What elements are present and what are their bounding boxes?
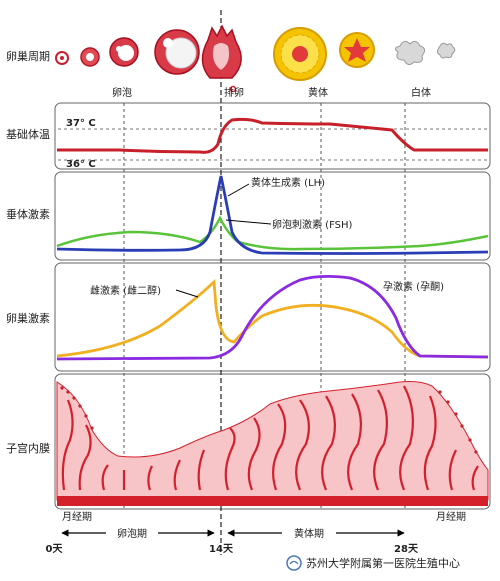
bbt-37-label: 37° C	[66, 118, 96, 129]
endometrium-panel: 月经期 月经期	[56, 381, 489, 523]
follicle-2-icon	[80, 47, 100, 67]
follicle-4-icon	[154, 29, 200, 75]
ovarian-hormones-panel: 雌激素 (雌二醇) 孕激素 (孕酮)	[56, 275, 489, 361]
lh-curve	[56, 175, 489, 255]
estrogen-label: 雌激素 (雌二醇)	[90, 284, 161, 297]
phase-label-luteal: 黄体	[308, 86, 328, 99]
phase-label-follicle: 卵泡	[112, 86, 132, 99]
row-label-bbt: 基础体温	[6, 127, 50, 141]
row-label-ovarian-cycle: 卵巢周期	[6, 50, 50, 63]
endometrium-tissue	[56, 381, 489, 501]
watermark-logo-icon	[286, 555, 302, 571]
row-label-ovarian-hormones: 卵巢激素	[6, 311, 50, 325]
ovulation-follicle-icon	[201, 24, 242, 93]
watermark: 苏州大学附属第一医院生殖中心	[286, 555, 460, 571]
menses-left-label: 月经期	[62, 510, 92, 523]
bbt-panel: 37° C 36° C	[57, 117, 488, 170]
progesterone-curve	[56, 275, 489, 361]
basal-layer	[57, 496, 488, 506]
day-0-label: 0天	[46, 543, 64, 555]
panel-pituitary	[54, 171, 491, 261]
panel-ovarian-hormones	[54, 262, 491, 372]
phase-label-albicans: 白体	[411, 86, 431, 99]
endometrial-glands	[61, 385, 479, 491]
fsh-pointer	[225, 219, 272, 225]
pituitary-panel: 黄体生成素 (LH) 卵泡刺激素 (FSH)	[56, 175, 489, 255]
day-28-label: 28天	[394, 543, 419, 555]
row-label-pituitary: 垂体激素	[6, 207, 50, 221]
follicle-1-icon	[55, 51, 69, 65]
fsh-label: 卵泡刺激素 (FSH)	[272, 218, 353, 231]
lh-pointer	[227, 183, 250, 197]
panel-bbt	[54, 102, 491, 170]
follicle-3-icon	[109, 37, 139, 67]
luteal-phase-label: 黄体期	[294, 527, 324, 540]
estrogen-pointer	[175, 289, 199, 298]
ovarian-cycle-row: 卵泡 排卵 黄体 白体	[55, 24, 456, 99]
day-14-label: 14天	[209, 543, 234, 555]
row-label-endometrium: 子宫内膜	[6, 441, 50, 455]
shedding-dots	[60, 386, 478, 454]
corpus-luteum-large-icon	[273, 27, 327, 81]
progesterone-label: 孕激素 (孕酮)	[383, 280, 444, 293]
phase-label-ovulation: 排卵	[224, 86, 244, 99]
bbt-curve	[57, 117, 488, 154]
bbt-36-label: 36° C	[66, 159, 96, 170]
fsh-curve	[56, 215, 489, 251]
panel-frames	[54, 102, 491, 510]
corpus-luteum-regressing-icon	[339, 32, 375, 68]
panel-endometrium	[54, 373, 491, 510]
follicular-phase-label: 卵泡期	[117, 527, 147, 540]
menses-right-label: 月经期	[436, 510, 466, 523]
corpus-albicans-icon	[394, 40, 456, 66]
watermark-text: 苏州大学附属第一医院生殖中心	[306, 556, 460, 570]
lh-label: 黄体生成素 (LH)	[251, 176, 325, 189]
